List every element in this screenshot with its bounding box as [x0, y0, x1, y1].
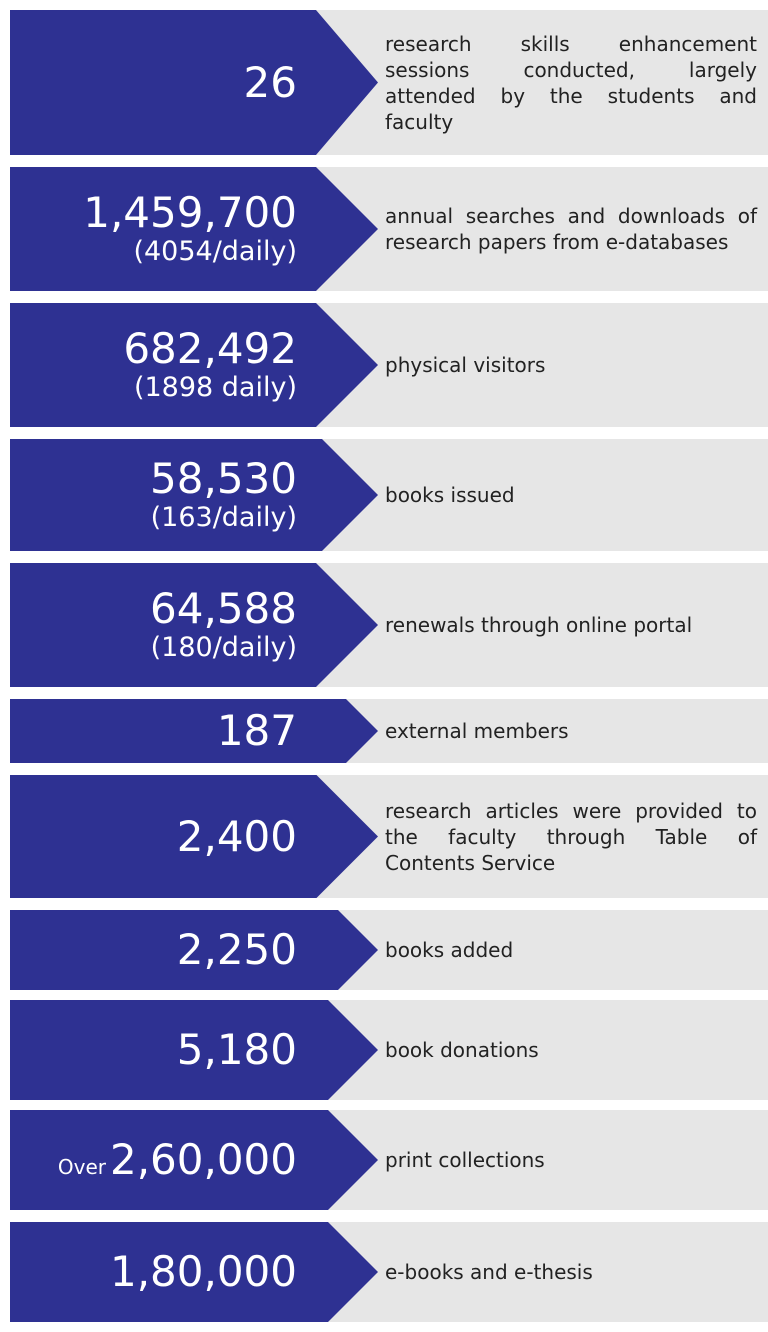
number: 1,459,700 [83, 188, 297, 237]
description: books added [385, 910, 757, 990]
number: 2,400 [176, 811, 297, 861]
arrow [10, 439, 378, 551]
stat-number: 1,459,700 (4054/daily) [10, 167, 297, 291]
description: physical visitors [385, 303, 757, 427]
stat-number: 5,180 [10, 1000, 297, 1100]
stat-row: 58,530 (163/daily) books issued [10, 439, 768, 551]
number-line: 1,80,000 [110, 1249, 297, 1295]
rate: (4054/daily) [133, 236, 297, 267]
arrow-shape [10, 1110, 378, 1210]
arrow-shape [10, 303, 378, 427]
description: external members [385, 699, 757, 763]
number-line: 64,588 [150, 586, 297, 632]
arrow [10, 1000, 378, 1100]
rate: (1898 daily) [133, 372, 297, 403]
arrow [10, 563, 378, 687]
description-text: research skills enhancement sessions con… [385, 31, 757, 134]
prefix: Over [57, 1155, 106, 1179]
stat-number: 26 [10, 10, 297, 155]
number-line: Over2,60,000 [58, 1137, 297, 1183]
description: research articles were provided to the f… [385, 775, 757, 898]
arrow-shape [10, 699, 378, 763]
description: renewals through online portal [385, 563, 757, 687]
number: 682,492 [123, 324, 297, 373]
stat-row: 64,588 (180/daily) renewals through online… [10, 563, 768, 687]
description: annual searches and downloads of researc… [385, 167, 757, 291]
stat-number: 64,588 (180/daily) [10, 563, 297, 687]
stat-row: 1,459,700 (4054/daily) annual searches and… [10, 167, 768, 291]
arrow [10, 10, 378, 155]
description-text: physical visitors [385, 353, 546, 377]
stat-number: 682,492 (1898 daily) [10, 303, 297, 427]
number: 1,80,000 [109, 1247, 297, 1296]
number-line: 2,250 [177, 927, 297, 973]
description-text: books issued [385, 483, 515, 507]
description-text: e-books and e-thesis [385, 1260, 593, 1284]
arrow [10, 167, 378, 291]
arrow [10, 775, 378, 898]
number: 64,588 [150, 584, 297, 633]
stat-row: 5,180 book donations [10, 1000, 768, 1100]
arrow [10, 1222, 378, 1322]
stat-row: 682,492 (1898 daily) physical visitors [10, 303, 768, 427]
stat-row: 26 research skills enhancement sessions c… [10, 10, 768, 155]
number: 58,530 [150, 454, 297, 503]
stat-number: 2,400 [10, 775, 297, 898]
number-line: 682,492 [123, 326, 297, 372]
arrow [10, 1110, 378, 1210]
description: research skills enhancement sessions con… [385, 10, 757, 155]
description: books issued [385, 439, 757, 551]
number: 5,180 [176, 1025, 297, 1074]
number-line: 5,180 [177, 1027, 297, 1073]
arrow-shape [10, 910, 378, 990]
description: e-books and e-thesis [385, 1222, 757, 1322]
arrow-shape [10, 1222, 378, 1322]
stat-number: 1,80,000 [10, 1222, 297, 1322]
description-text: renewals through online portal [385, 613, 693, 637]
rate: (180/daily) [150, 632, 297, 663]
arrow-shape [10, 1000, 378, 1100]
arrow-shape [10, 10, 378, 155]
number: 2,250 [176, 925, 297, 974]
stat-number: Over2,60,000 [10, 1110, 297, 1210]
description: book donations [385, 1000, 757, 1100]
stat-row: 187 external members [10, 699, 768, 763]
arrow-shape [10, 439, 378, 551]
stat-row: 2,250 books added [10, 910, 768, 990]
stat-number: 2,250 [10, 910, 297, 990]
rate: (163/daily) [150, 502, 297, 533]
description-text: research articles were provided to the f… [385, 798, 757, 875]
arrow [10, 699, 378, 763]
number: 26 [243, 57, 297, 107]
number: 187 [216, 706, 297, 755]
description-text: book donations [385, 1038, 539, 1062]
stat-row: Over2,60,000 print collections [10, 1110, 768, 1210]
description-text: print collections [385, 1148, 545, 1172]
arrow-shape [10, 775, 378, 898]
stat-number: 187 [10, 699, 297, 763]
stat-number: 58,530 (163/daily) [10, 439, 297, 551]
number: 2,60,000 [109, 1135, 297, 1184]
arrow [10, 303, 378, 427]
number-line: 26 [243, 57, 297, 107]
number-line: 2,400 [176, 811, 297, 861]
description-text: external members [385, 719, 569, 743]
number-line: 187 [217, 708, 297, 754]
number-line: 1,459,700 [83, 190, 297, 236]
stat-row: 1,80,000 e-books and e-thesis [10, 1222, 768, 1322]
arrow [10, 910, 378, 990]
description: print collections [385, 1110, 757, 1210]
arrow-shape [10, 563, 378, 687]
description-text: annual searches and downloads of researc… [385, 204, 757, 254]
stat-row: 2,400 research articles were provided to … [10, 775, 768, 898]
description-text: books added [385, 938, 514, 962]
number-line: 58,530 [150, 456, 297, 502]
arrow-shape [10, 167, 378, 291]
